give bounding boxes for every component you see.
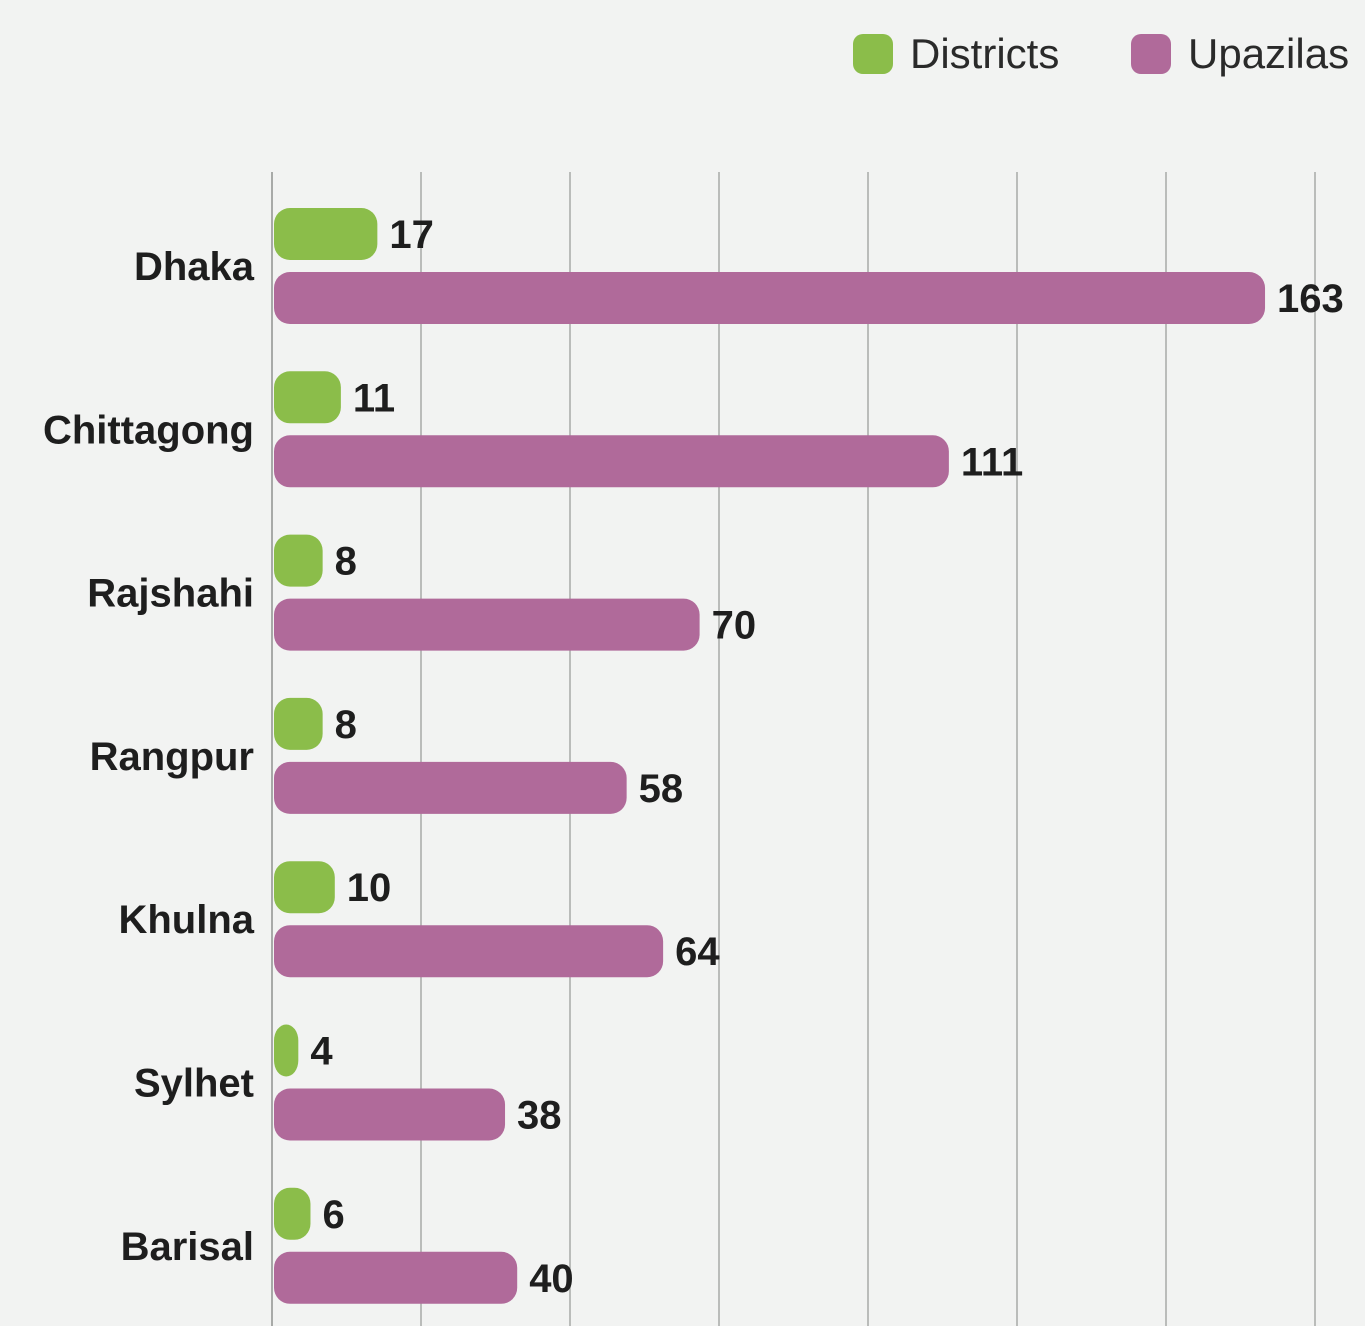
- legend-swatch-districts: [853, 34, 893, 74]
- bars: [274, 208, 1266, 1304]
- data-label-upazilas: 70: [712, 604, 757, 648]
- bar-districts: [274, 371, 341, 424]
- bar-upazilas: [274, 925, 664, 978]
- data-label-upazilas: 163: [1277, 277, 1344, 321]
- data-label-upazilas: 40: [529, 1257, 574, 1301]
- category-label: Rangpur: [90, 735, 254, 779]
- legend-label-upazilas: Upazilas: [1188, 30, 1349, 77]
- bar-upazilas: [274, 1088, 506, 1141]
- bar-districts: [274, 861, 335, 914]
- bar-districts: [274, 1187, 311, 1240]
- category-label: Barisal: [121, 1225, 254, 1269]
- data-label-upazilas: 111: [961, 440, 1023, 484]
- data-label-districts: 8: [335, 703, 357, 747]
- data-label-upazilas: 58: [639, 767, 684, 811]
- data-label-districts: 10: [347, 866, 392, 910]
- bar-upazilas: [274, 1251, 518, 1304]
- legend-swatch-upazilas: [1131, 34, 1171, 74]
- data-label-districts: 6: [322, 1193, 344, 1237]
- bar-districts: [274, 1024, 299, 1077]
- data-label-upazilas: 64: [675, 930, 720, 974]
- category-label: Khulna: [118, 898, 254, 942]
- bar-upazilas: [274, 598, 700, 651]
- data-label-upazilas: 38: [517, 1094, 562, 1138]
- data-label-districts: 11: [353, 376, 395, 420]
- bar-districts: [274, 697, 323, 750]
- bar-districts: [274, 208, 378, 260]
- data-label-districts: 17: [389, 213, 434, 257]
- category-label: Chittagong: [43, 408, 254, 452]
- category-label: Rajshahi: [87, 572, 254, 616]
- legend-label-districts: Districts: [910, 30, 1059, 77]
- gridlines: [271, 172, 1316, 1326]
- labels: Dhaka17163Chittagong11111Rajshahi870Rang…: [43, 213, 1344, 1301]
- category-label: Dhaka: [134, 245, 255, 289]
- bar-districts: [274, 534, 323, 587]
- data-label-districts: 4: [310, 1030, 333, 1074]
- bar-upazilas: [274, 761, 627, 814]
- bar-upazilas: [274, 272, 1266, 324]
- legend: Districts Upazilas: [853, 30, 1349, 77]
- category-label: Sylhet: [134, 1062, 254, 1106]
- data-label-districts: 8: [335, 540, 357, 584]
- bar-upazilas: [274, 435, 949, 488]
